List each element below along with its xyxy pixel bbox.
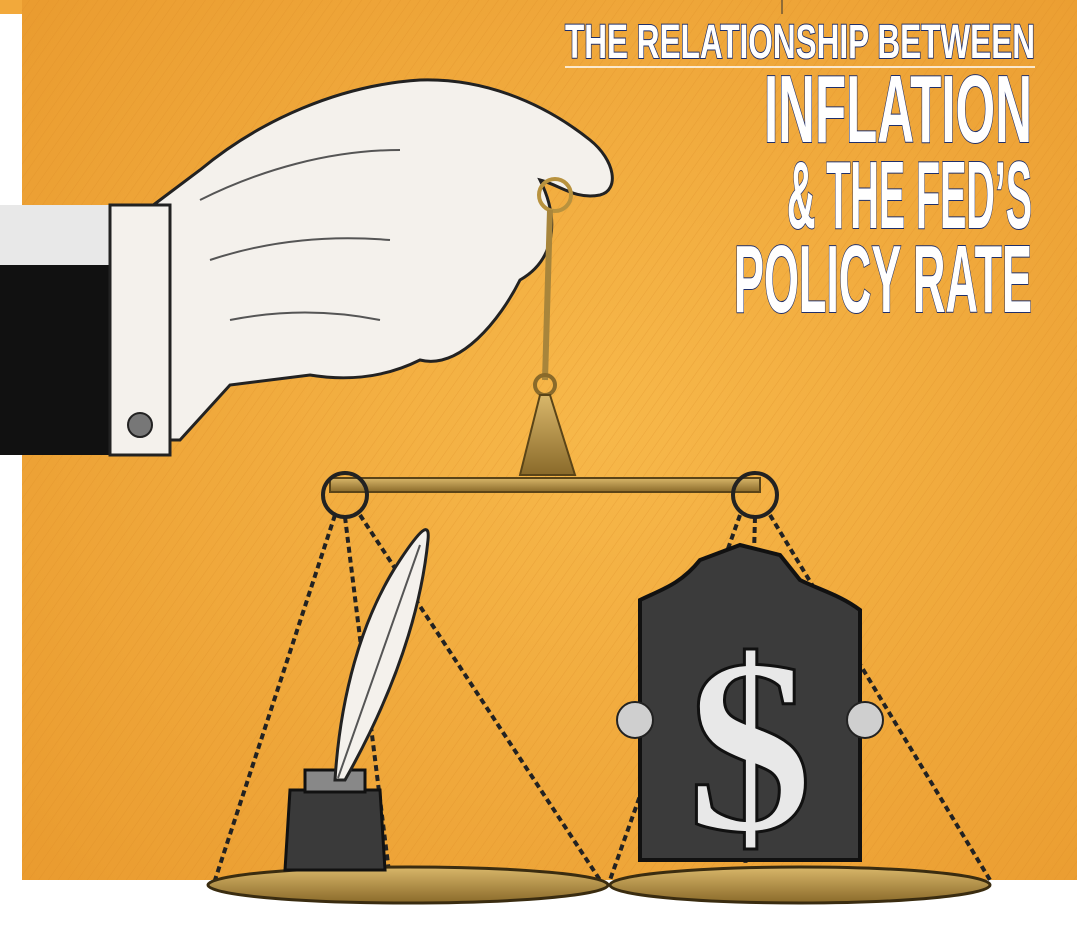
hand — [0, 78, 614, 457]
ink-bottle — [283, 788, 387, 872]
hand-shading — [199, 149, 401, 321]
balance-scale — [206, 209, 992, 905]
title-line: & THE FED’S — [787, 142, 1032, 249]
corner-tab — [0, 0, 22, 14]
ornament-right — [846, 701, 884, 739]
ring — [537, 177, 573, 213]
quill-shaft — [337, 544, 421, 779]
title-line: INFLATION — [764, 56, 1032, 163]
hand-shape — [118, 78, 614, 442]
inkwell — [283, 528, 430, 872]
right-pan — [608, 865, 992, 905]
cufflink — [127, 412, 153, 438]
margin-strip — [0, 0, 22, 951]
dollar-symbol: $ — [688, 608, 813, 885]
kicker: THE RELATIONSHIP BETWEEN — [565, 16, 1035, 69]
left-pan — [206, 865, 610, 905]
fulcrum — [518, 394, 577, 476]
title-line: POLICY RATE — [734, 226, 1032, 333]
hanger — [542, 209, 553, 381]
dollar-tag: $ — [616, 542, 884, 887]
tag-plate — [638, 542, 862, 862]
ornament-left — [616, 701, 654, 739]
beam — [329, 477, 761, 493]
